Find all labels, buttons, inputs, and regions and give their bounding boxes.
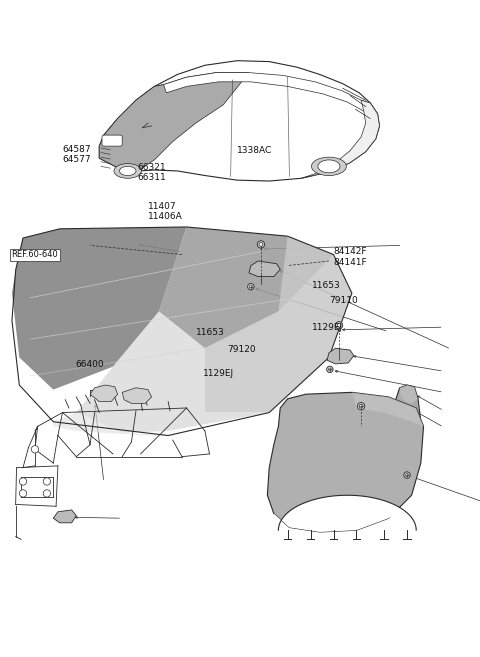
Ellipse shape (312, 157, 347, 175)
Text: 64577: 64577 (62, 155, 91, 164)
Ellipse shape (114, 164, 142, 178)
Circle shape (259, 242, 263, 246)
Polygon shape (99, 73, 249, 169)
Circle shape (336, 322, 343, 329)
Circle shape (19, 478, 27, 485)
Polygon shape (274, 495, 425, 532)
Polygon shape (327, 348, 354, 364)
Polygon shape (249, 261, 280, 277)
Text: 64587: 64587 (62, 145, 91, 154)
Polygon shape (400, 385, 418, 403)
Circle shape (337, 323, 341, 327)
Polygon shape (389, 385, 421, 500)
Polygon shape (90, 385, 118, 401)
Polygon shape (301, 101, 380, 178)
Circle shape (31, 445, 38, 453)
Circle shape (404, 472, 410, 478)
Polygon shape (99, 85, 164, 169)
Polygon shape (164, 73, 378, 114)
Text: 11653: 11653 (312, 281, 340, 290)
Text: REF.60-640: REF.60-640 (12, 250, 59, 260)
Circle shape (19, 489, 27, 497)
Polygon shape (122, 388, 152, 403)
Polygon shape (53, 413, 168, 436)
Text: 79120: 79120 (228, 345, 256, 354)
Text: 66321: 66321 (137, 163, 166, 172)
Text: 1129EJ: 1129EJ (312, 323, 343, 332)
Polygon shape (99, 60, 380, 181)
Text: 11653: 11653 (196, 328, 225, 336)
Text: 11406A: 11406A (148, 212, 183, 221)
Circle shape (43, 478, 50, 485)
Text: 66311: 66311 (137, 173, 166, 182)
Polygon shape (53, 510, 76, 523)
Polygon shape (76, 311, 269, 433)
Text: 84142F: 84142F (334, 247, 367, 256)
Polygon shape (12, 227, 187, 390)
FancyBboxPatch shape (102, 135, 122, 146)
Text: 79110: 79110 (329, 296, 358, 305)
Ellipse shape (318, 160, 340, 173)
Polygon shape (60, 227, 334, 348)
Circle shape (248, 283, 254, 290)
Circle shape (359, 404, 363, 408)
Text: 11407: 11407 (148, 202, 177, 211)
Polygon shape (205, 236, 352, 413)
Circle shape (250, 285, 252, 288)
Circle shape (257, 240, 264, 248)
Circle shape (43, 489, 50, 497)
Circle shape (406, 474, 408, 476)
Text: 66400: 66400 (75, 360, 104, 369)
Text: 84141F: 84141F (334, 258, 367, 267)
Polygon shape (267, 392, 423, 532)
Text: 1338AC: 1338AC (237, 146, 272, 155)
Circle shape (326, 366, 333, 373)
Ellipse shape (120, 166, 136, 175)
Polygon shape (352, 392, 423, 426)
Text: 1129EJ: 1129EJ (204, 369, 235, 378)
Circle shape (358, 403, 365, 410)
Circle shape (328, 368, 331, 371)
